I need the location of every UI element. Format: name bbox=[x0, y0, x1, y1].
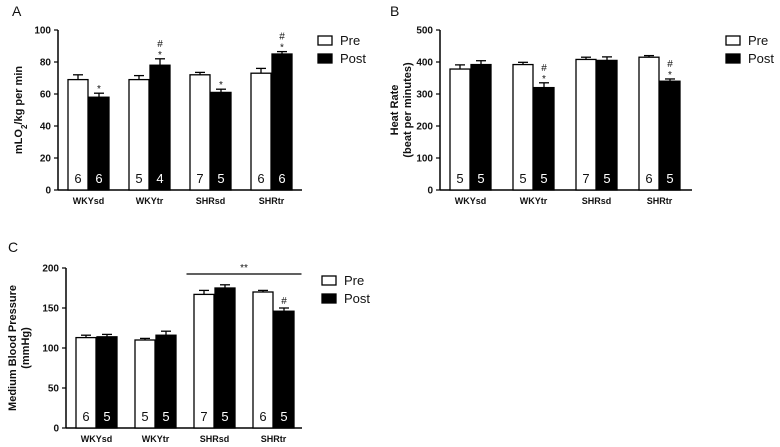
y-tick-label: 200 bbox=[416, 122, 433, 133]
y-tick-label: 40 bbox=[40, 122, 52, 133]
sample-size-label: 7 bbox=[582, 171, 589, 186]
legend-label-pre: Pre bbox=[748, 33, 768, 48]
legend-label-post: Post bbox=[340, 51, 366, 66]
sample-size-label: 5 bbox=[519, 171, 526, 186]
x-tick-label: WKYsd bbox=[455, 196, 487, 206]
legend-label-pre: Pre bbox=[340, 33, 360, 48]
y-tick-label: 0 bbox=[53, 424, 59, 435]
y-tick-label: 20 bbox=[40, 154, 52, 165]
significance-mark: * bbox=[542, 74, 546, 85]
legend-swatch-post bbox=[725, 53, 741, 64]
sample-size-label: 5 bbox=[477, 171, 484, 186]
panel-label: C bbox=[8, 239, 18, 255]
legend-label-post: Post bbox=[748, 51, 774, 66]
sample-size-label: 5 bbox=[217, 171, 224, 186]
sample-size-label: 5 bbox=[280, 409, 287, 424]
significance-mark: * bbox=[280, 43, 284, 54]
legend: Pre Post bbox=[317, 33, 366, 66]
y-axis-label: mLO2/kg per min bbox=[13, 66, 29, 154]
sample-size-label: 6 bbox=[645, 171, 652, 186]
sample-size-label: 5 bbox=[603, 171, 610, 186]
x-tick-label: WKYtr bbox=[136, 196, 164, 206]
sample-size-label: 6 bbox=[95, 171, 102, 186]
legend-swatch-pre bbox=[317, 35, 333, 46]
y-tick-label: 60 bbox=[40, 90, 52, 101]
sample-size-label: 5 bbox=[162, 409, 169, 424]
y-axis-label-units: (mmHg) bbox=[20, 327, 32, 369]
bar-pre bbox=[252, 291, 274, 429]
significance-mark: # bbox=[279, 32, 285, 43]
significance-mark: * bbox=[219, 80, 223, 91]
y-tick-label: 80 bbox=[40, 58, 52, 69]
sample-size-label: 6 bbox=[82, 409, 89, 424]
panel-label: B bbox=[390, 3, 399, 19]
legend-swatch-pre bbox=[725, 35, 741, 46]
y-tick-label: 100 bbox=[416, 154, 433, 165]
significance-mark: # bbox=[281, 296, 287, 307]
sample-size-label: 6 bbox=[74, 171, 81, 186]
y-tick-label: 150 bbox=[42, 304, 59, 315]
x-tick-label: SHRsd bbox=[196, 196, 226, 206]
sample-size-label: 7 bbox=[200, 409, 207, 424]
panel-label: A bbox=[12, 3, 22, 19]
legend: Pre Post bbox=[321, 273, 370, 306]
y-tick-label: 500 bbox=[416, 26, 433, 37]
sample-size-label: 5 bbox=[141, 409, 148, 424]
y-axis-label: Heat Rate bbox=[389, 85, 401, 136]
sample-size-label: 6 bbox=[257, 171, 264, 186]
significance-mark: * bbox=[668, 70, 672, 81]
x-tick-label: SHRsd bbox=[582, 196, 612, 206]
sample-size-label: 5 bbox=[540, 171, 547, 186]
significance-mark: # bbox=[667, 59, 673, 70]
bar-pre bbox=[193, 293, 215, 429]
x-tick-label: SHRtr bbox=[259, 196, 285, 206]
y-axis-label-units: (beat per minutes) bbox=[402, 62, 414, 158]
sample-size-label: 5 bbox=[221, 409, 228, 424]
sample-size-label: 6 bbox=[259, 409, 266, 424]
x-tick-label: SHRsd bbox=[200, 434, 230, 444]
x-tick-label: WKYsd bbox=[73, 196, 105, 206]
significance-mark: # bbox=[157, 39, 163, 50]
y-tick-label: 0 bbox=[427, 186, 433, 197]
chart-panel-c: C 0 50 100 150 200 Medium Blood Pressure (mmHg)… bbox=[7, 239, 370, 444]
legend-swatch-post bbox=[317, 53, 333, 64]
significance-mark: * bbox=[97, 84, 101, 95]
significance-label: ** bbox=[240, 263, 248, 274]
sample-size-label: 7 bbox=[196, 171, 203, 186]
sample-size-label: 5 bbox=[456, 171, 463, 186]
y-tick-label: 0 bbox=[45, 186, 51, 197]
legend-swatch-pre bbox=[321, 275, 337, 286]
y-tick-label: 300 bbox=[416, 90, 433, 101]
chart-panel-b: B 0 100 200 300 400 500 Heat Rate (beat per minu… bbox=[389, 3, 774, 206]
sample-size-label: 5 bbox=[135, 171, 142, 186]
sample-size-label: 5 bbox=[666, 171, 673, 186]
y-tick-label: 50 bbox=[48, 384, 60, 395]
x-tick-label: WKYsd bbox=[81, 434, 113, 444]
y-tick-label: 100 bbox=[34, 26, 51, 37]
sample-size-label: 6 bbox=[278, 171, 285, 186]
x-tick-label: SHRtr bbox=[647, 196, 673, 206]
y-tick-label: 200 bbox=[42, 264, 59, 275]
legend-swatch-post bbox=[321, 293, 337, 304]
y-tick-label: 400 bbox=[416, 58, 433, 69]
sample-size-label: 5 bbox=[103, 409, 110, 424]
sample-size-label: 4 bbox=[156, 171, 163, 186]
legend-label-pre: Pre bbox=[344, 273, 364, 288]
bar-post bbox=[214, 287, 236, 429]
legend: Pre Post bbox=[725, 33, 774, 66]
significance-mark: # bbox=[541, 63, 547, 74]
y-tick-label: 100 bbox=[42, 344, 59, 355]
legend-label-post: Post bbox=[344, 291, 370, 306]
significance-mark: * bbox=[158, 50, 162, 61]
x-tick-label: SHRtr bbox=[261, 434, 287, 444]
x-tick-label: WKYtr bbox=[142, 434, 170, 444]
y-axis-label: Medium Blood Pressure bbox=[7, 285, 19, 411]
x-tick-label: WKYtr bbox=[520, 196, 548, 206]
bar-post bbox=[271, 53, 293, 191]
